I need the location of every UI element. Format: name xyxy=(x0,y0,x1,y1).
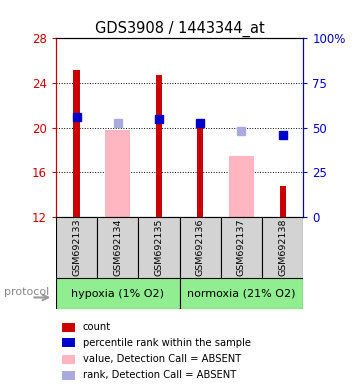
Bar xyxy=(180,217,221,278)
Bar xyxy=(56,278,180,309)
Text: GSM692135: GSM692135 xyxy=(155,219,164,276)
Bar xyxy=(62,323,75,332)
Bar xyxy=(105,130,130,217)
Bar xyxy=(97,217,138,278)
Text: hypoxia (1% O2): hypoxia (1% O2) xyxy=(71,289,164,299)
Bar xyxy=(74,70,80,217)
Text: normoxia (21% O2): normoxia (21% O2) xyxy=(187,289,296,299)
Text: GSM692133: GSM692133 xyxy=(72,219,81,276)
Title: GDS3908 / 1443344_at: GDS3908 / 1443344_at xyxy=(95,21,265,37)
Bar xyxy=(56,217,97,278)
Bar xyxy=(279,186,286,217)
Bar xyxy=(156,75,162,217)
Bar xyxy=(197,124,203,217)
Bar xyxy=(138,217,180,278)
Text: count: count xyxy=(83,322,111,332)
Bar xyxy=(62,371,75,380)
Bar xyxy=(180,278,303,309)
Bar xyxy=(229,156,254,217)
Bar xyxy=(62,338,75,348)
Text: GSM692137: GSM692137 xyxy=(237,219,246,276)
Text: percentile rank within the sample: percentile rank within the sample xyxy=(83,338,251,348)
Bar xyxy=(62,354,75,364)
Text: GSM692138: GSM692138 xyxy=(278,219,287,276)
Text: value, Detection Call = ABSENT: value, Detection Call = ABSENT xyxy=(83,354,241,364)
Bar xyxy=(221,217,262,278)
Text: GSM692134: GSM692134 xyxy=(113,219,122,276)
Text: protocol: protocol xyxy=(4,287,49,297)
Text: GSM692136: GSM692136 xyxy=(196,219,205,276)
Text: rank, Detection Call = ABSENT: rank, Detection Call = ABSENT xyxy=(83,371,236,381)
Bar xyxy=(262,217,303,278)
